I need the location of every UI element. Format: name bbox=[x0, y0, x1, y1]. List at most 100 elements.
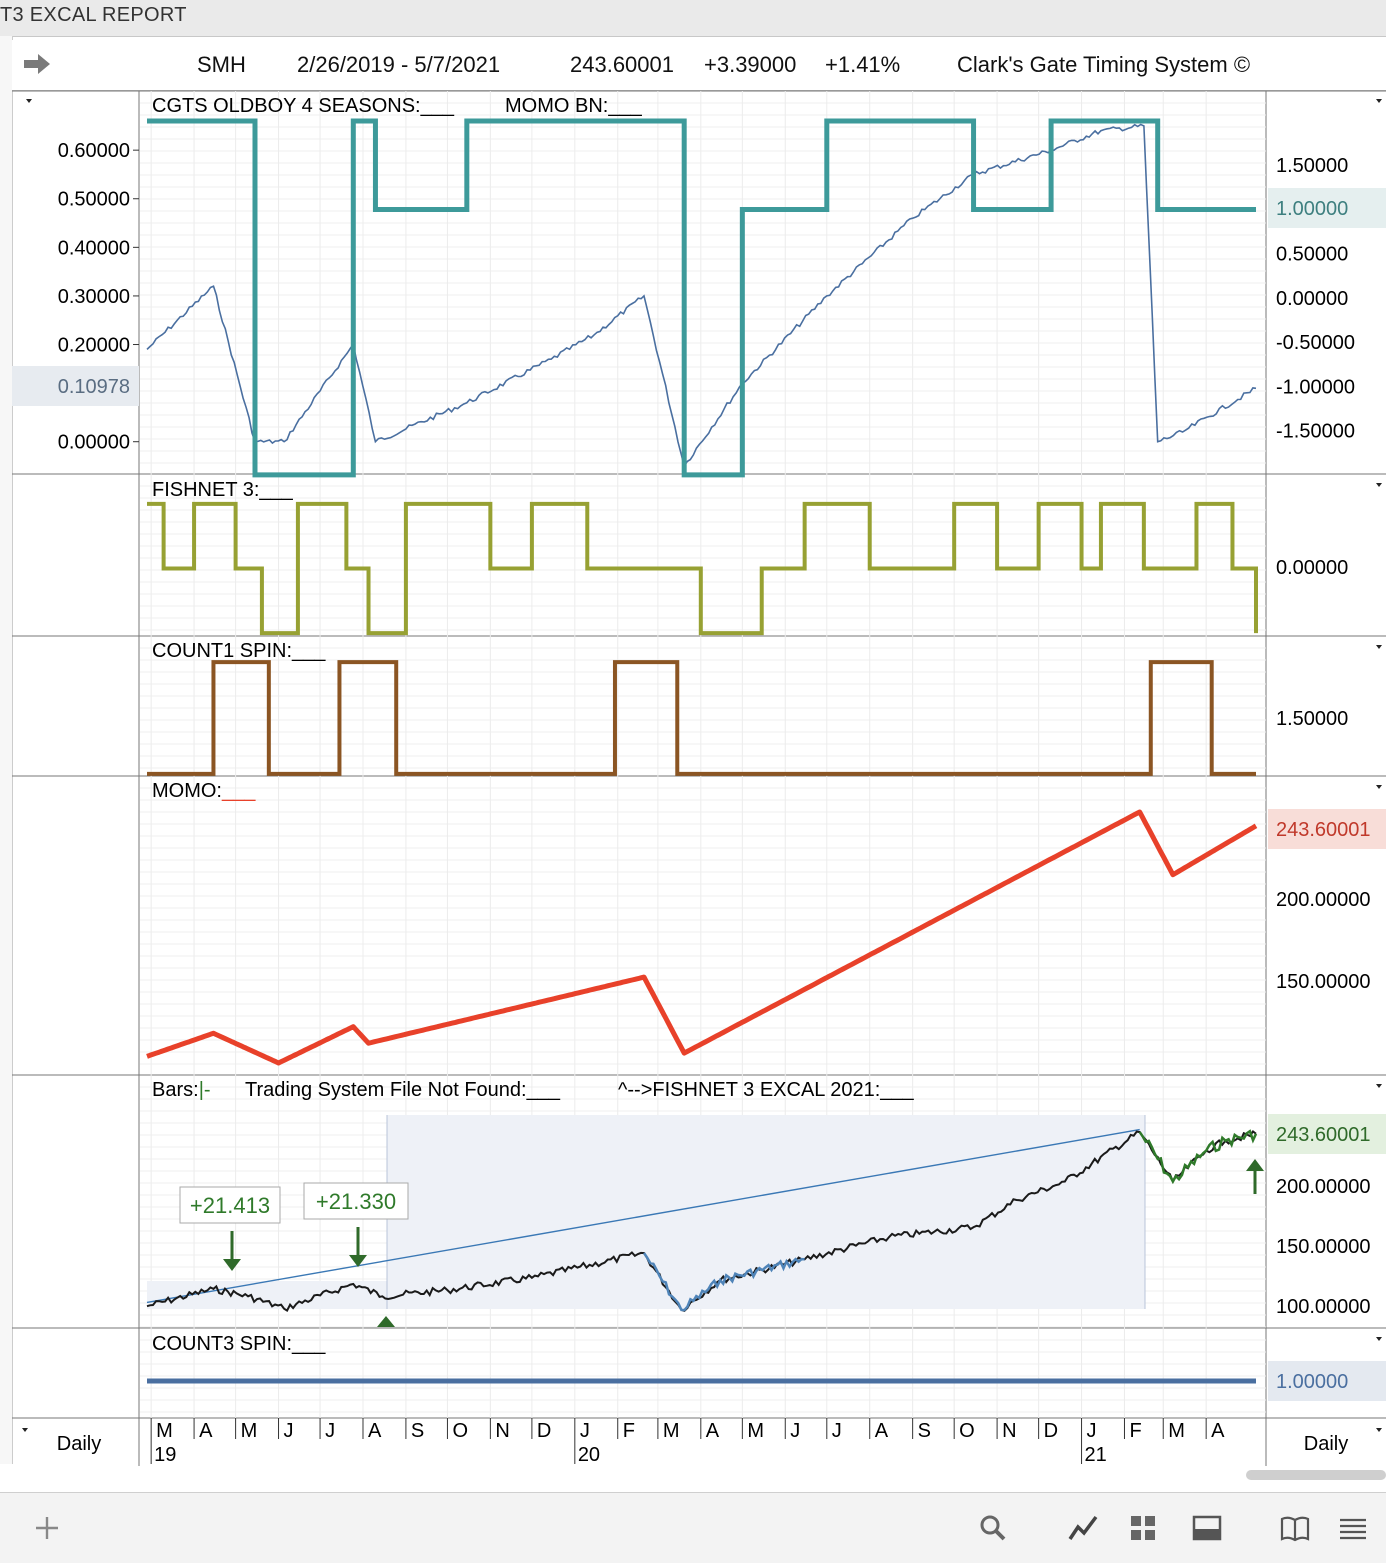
trend-line bbox=[146, 1128, 1140, 1304]
left-tick-label: 0.50000 bbox=[58, 189, 130, 211]
series-momo-bn bbox=[146, 123, 1257, 468]
pane-count1: COUNT1 SPIN:___ 1.50000 bbox=[147, 640, 1348, 776]
month-label: S bbox=[411, 1420, 424, 1442]
momo-title-suffix: ___ bbox=[221, 780, 256, 802]
trading-system-status: Trading System File Not Found:___ bbox=[245, 1079, 561, 1101]
pane-menu-left-icon[interactable] bbox=[26, 99, 32, 103]
month-label: D bbox=[537, 1420, 551, 1442]
series-price-bars-blue bbox=[643, 1252, 805, 1312]
search-icon[interactable] bbox=[976, 1511, 1010, 1545]
series-oldboy-4-seasons bbox=[147, 118, 1256, 478]
pane-title-momo: MOMO:___ bbox=[152, 780, 256, 802]
month-label: F bbox=[1129, 1420, 1141, 1442]
pane-title-fishnet: FISHNET 3:___ bbox=[152, 479, 294, 501]
bars-title-b: |- bbox=[199, 1079, 211, 1101]
symbol: SMH bbox=[197, 52, 246, 77]
momo-value-marker: 243.60001 bbox=[1276, 819, 1371, 841]
left-tick-label: 0.20000 bbox=[58, 335, 130, 357]
month-label: S bbox=[918, 1420, 931, 1442]
right-value-marker-bg bbox=[1268, 188, 1386, 228]
interval-left[interactable]: Daily bbox=[57, 1433, 101, 1455]
net-change: +3.39000 bbox=[704, 52, 797, 77]
right-tick-label: -1.50000 bbox=[1276, 421, 1355, 443]
series-fishnet-3 bbox=[147, 501, 1258, 636]
chart-area[interactable]: CGTS OLDBOY 4 SEASONS:___ MOMO BN:___ 0.… bbox=[12, 91, 1386, 1466]
add-icon[interactable] bbox=[30, 1511, 64, 1545]
momo-tick-150: 150.00000 bbox=[1276, 971, 1371, 993]
bars-tick-200: 200.00000 bbox=[1276, 1176, 1371, 1198]
grid-layout-icon[interactable] bbox=[1126, 1511, 1160, 1545]
left-value-marker-bg bbox=[12, 366, 139, 406]
count3-value-marker-bg bbox=[1268, 1361, 1386, 1401]
month-label: M bbox=[663, 1420, 680, 1442]
month-label: A bbox=[199, 1420, 213, 1442]
signal-arrow-down-1-icon bbox=[223, 1231, 241, 1271]
date-range: 2/26/2019 - 5/7/2021 bbox=[297, 52, 501, 77]
momo-tick-200: 200.00000 bbox=[1276, 889, 1371, 911]
interval-right[interactable]: Daily bbox=[1304, 1433, 1348, 1455]
pane-count3: COUNT3 SPIN:___ 1.00000 bbox=[147, 1333, 1386, 1401]
interval-menu-left-icon[interactable] bbox=[22, 1428, 28, 1432]
bars-title-a: Bars: bbox=[152, 1079, 199, 1101]
pane-menu-fishnet-icon[interactable] bbox=[1376, 483, 1382, 487]
pane-title-count3: COUNT3 SPIN:___ bbox=[152, 1333, 326, 1355]
right-tick-label: -1.00000 bbox=[1276, 376, 1355, 398]
month-label: A bbox=[1211, 1420, 1225, 1442]
month-label: A bbox=[706, 1420, 720, 1442]
menu-icon[interactable] bbox=[1336, 1511, 1370, 1545]
month-label: M bbox=[1168, 1420, 1185, 1442]
pane-menu-count3-icon[interactable] bbox=[1376, 1337, 1382, 1341]
right-value-marker: 1.00000 bbox=[1276, 198, 1348, 220]
left-value-marker: 0.10978 bbox=[58, 376, 130, 398]
left-tick-label: 0.30000 bbox=[58, 286, 130, 308]
year-label: 20 bbox=[578, 1444, 600, 1466]
interval-menu-right-icon[interactable] bbox=[1376, 1428, 1382, 1432]
signal-arrow-up-2-icon bbox=[1246, 1159, 1264, 1194]
pane-oldboy: CGTS OLDBOY 4 SEASONS:___ MOMO BN:___ 0.… bbox=[12, 95, 1386, 478]
pane-menu-count1-icon[interactable] bbox=[1376, 645, 1382, 649]
panel-layout-icon[interactable] bbox=[1190, 1511, 1224, 1545]
bars-value-marker: 243.60001 bbox=[1276, 1124, 1371, 1146]
series-momo bbox=[146, 809, 1258, 1066]
month-label: O bbox=[959, 1420, 975, 1442]
callout-box-2 bbox=[303, 1182, 409, 1220]
series-price-bars-green bbox=[1138, 1129, 1258, 1185]
pane-menu-right-icon[interactable] bbox=[1376, 99, 1382, 103]
left-tick-label: 0.00000 bbox=[58, 432, 130, 454]
line-chart-icon[interactable] bbox=[1066, 1511, 1100, 1545]
chart-header: SMH 2/26/2019 - 5/7/2021 243.60001 +3.39… bbox=[12, 40, 1386, 91]
callout-box-1 bbox=[179, 1186, 281, 1224]
month-label: D bbox=[1044, 1420, 1058, 1442]
month-label: M bbox=[241, 1420, 258, 1442]
horizontal-scrollbar[interactable] bbox=[1246, 1470, 1386, 1480]
month-label: J bbox=[580, 1420, 590, 1442]
left-edge-strip bbox=[0, 36, 13, 1464]
pane-title-bars: Bars:|- bbox=[152, 1079, 211, 1101]
right-tick-label: 0.50000 bbox=[1276, 244, 1348, 266]
month-label: J bbox=[284, 1420, 294, 1442]
bars-tick-100: 100.00000 bbox=[1276, 1296, 1371, 1318]
count3-value-marker: 1.00000 bbox=[1276, 1371, 1348, 1393]
window-title: T3 EXCAL REPORT bbox=[0, 4, 187, 26]
shaded-region bbox=[387, 1115, 1145, 1309]
pane-menu-bars-icon[interactable] bbox=[1376, 1084, 1382, 1088]
signal-arrow-up-1-icon bbox=[377, 1316, 395, 1327]
pane-fishnet: FISHNET 3:___ 0.00000 bbox=[147, 479, 1348, 636]
arrow-right-icon[interactable] bbox=[22, 52, 52, 76]
month-label: M bbox=[747, 1420, 764, 1442]
right-tick-label: 0.00000 bbox=[1276, 288, 1348, 310]
fishnet-excal-title: ^-->FISHNET 3 EXCAL 2021:___ bbox=[618, 1079, 915, 1101]
bottom-toolbar bbox=[0, 1492, 1386, 1563]
pane-menu-momo-icon[interactable] bbox=[1376, 785, 1382, 789]
book-icon[interactable] bbox=[1278, 1511, 1312, 1545]
year-label: 19 bbox=[154, 1444, 176, 1466]
callout-2: +21.330 bbox=[316, 1189, 396, 1214]
bars-value-marker-bg bbox=[1268, 1114, 1386, 1154]
month-label: M bbox=[156, 1420, 173, 1442]
pane-menu-icons[interactable] bbox=[22, 99, 1382, 1432]
pane-momo: MOMO:___ 243.60001 200.00000 150.00000 bbox=[146, 780, 1386, 1066]
window-titlebar: T3 EXCAL REPORT bbox=[0, 0, 1386, 37]
pane-title-momo-bn: MOMO BN:___ bbox=[505, 95, 643, 117]
month-label: J bbox=[325, 1420, 335, 1442]
month-label: N bbox=[495, 1420, 509, 1442]
